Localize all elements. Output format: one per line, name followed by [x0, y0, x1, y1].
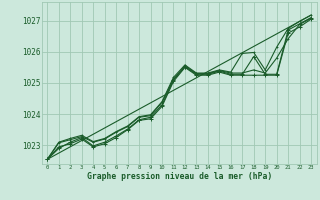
X-axis label: Graphe pression niveau de la mer (hPa): Graphe pression niveau de la mer (hPa) — [87, 172, 272, 181]
